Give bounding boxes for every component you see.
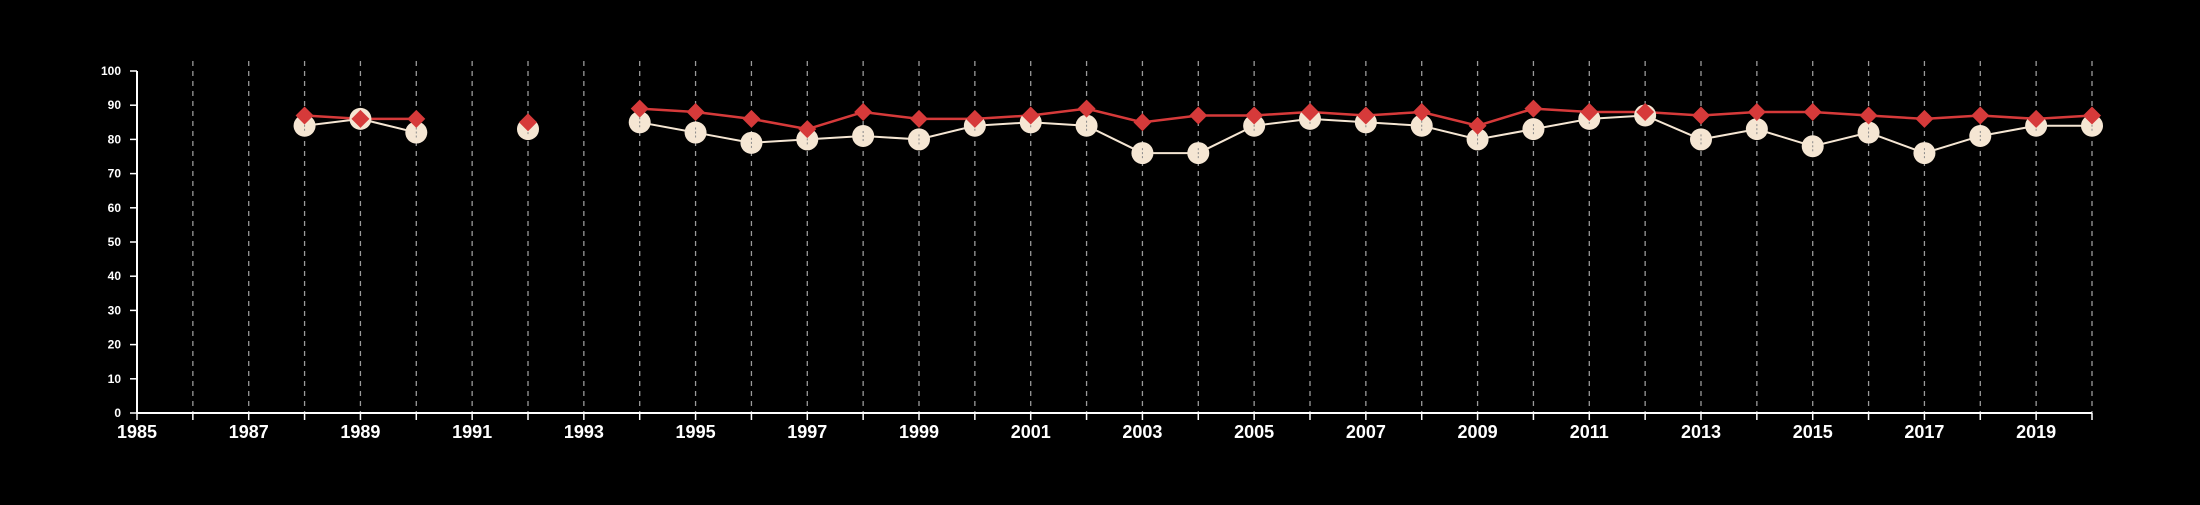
series-diamond-point <box>1636 103 1655 122</box>
x-tick-label: 1987 <box>229 422 269 442</box>
x-tick-label: 1991 <box>452 422 492 442</box>
series-layer <box>293 99 2103 165</box>
x-tick-label: 1995 <box>676 422 716 442</box>
x-tick-layer: 1985 1987 1989 1991 1993 1995 1997 1999 2001 2003… <box>117 413 2093 442</box>
x-tick-label: 1997 <box>787 422 827 442</box>
y-tick-label: 30 <box>108 303 122 317</box>
x-tick-label: 2019 <box>2016 422 2056 442</box>
y-tick-label: 100 <box>101 64 121 78</box>
y-tick-label: 80 <box>108 132 122 146</box>
series-diamond-point <box>854 103 873 122</box>
series-diamond-point <box>1971 106 1990 125</box>
series-diamond-point <box>1133 113 1152 132</box>
x-tick-label: 2005 <box>1234 422 1274 442</box>
series-diamond-point <box>910 109 928 128</box>
y-tick-label: 10 <box>108 372 122 386</box>
series-diamond-point <box>1245 106 1264 125</box>
y-tick-layer: 0 10 20 30 40 50 60 70 80 90 100 <box>101 64 137 420</box>
x-tick-label: 1985 <box>117 422 157 442</box>
x-tick-label: 2007 <box>1346 422 1386 442</box>
series-diamond-point <box>1468 116 1487 135</box>
x-tick-label: 2009 <box>1458 422 1498 442</box>
y-tick-label: 90 <box>108 98 122 112</box>
y-tick-label: 40 <box>108 269 122 283</box>
series-diamond-point <box>630 99 649 118</box>
series-diamond-point <box>1692 106 1710 125</box>
series-diamond-point <box>351 109 370 128</box>
series-diamond-point <box>1412 103 1431 122</box>
series-diamond-point <box>295 106 314 125</box>
series-diamond-point <box>1189 106 1208 125</box>
series-diamond-point <box>686 103 705 122</box>
grid-layer <box>192 61 2093 413</box>
y-tick-label: 50 <box>108 235 122 249</box>
x-tick-label: 2003 <box>1122 422 1162 442</box>
series-diamond-point <box>1524 99 1543 118</box>
y-tick-label: 20 <box>108 338 122 352</box>
y-tick-label: 0 <box>114 406 121 420</box>
x-tick-label: 2013 <box>1681 422 1721 442</box>
y-tick-label: 60 <box>108 201 122 215</box>
axis-layer <box>136 71 2092 414</box>
series-diamond-point <box>407 109 426 128</box>
x-tick-label: 1989 <box>340 422 380 442</box>
series-diamond-point <box>519 113 537 132</box>
x-tick-label: 2011 <box>1570 422 1609 442</box>
series-diamond-point <box>1747 103 1766 122</box>
x-tick-label: 2017 <box>1904 422 1944 442</box>
x-tick-label: 1999 <box>899 422 939 442</box>
series-diamond-point <box>1077 99 1096 118</box>
x-tick-label: 2015 <box>1793 422 1833 442</box>
series-diamond-point <box>1803 103 1822 122</box>
series-diamond-point <box>742 109 761 128</box>
series-diamond-point <box>1859 106 1878 125</box>
x-tick-label: 2001 <box>1011 422 1051 442</box>
series-diamond-point <box>1301 103 1319 122</box>
y-tick-label: 70 <box>108 167 122 181</box>
series-diamond-point <box>798 120 817 139</box>
series-diamond-point <box>965 109 984 128</box>
series-diamond-point <box>1356 106 1375 125</box>
series-diamond-point <box>1580 103 1599 122</box>
series-diamond-point <box>1021 106 1040 125</box>
series-diamond-point <box>1915 109 1934 128</box>
x-tick-label: 1993 <box>564 422 604 442</box>
series-diamond-point <box>2083 106 2101 125</box>
series-diamond-point <box>2027 109 2046 128</box>
